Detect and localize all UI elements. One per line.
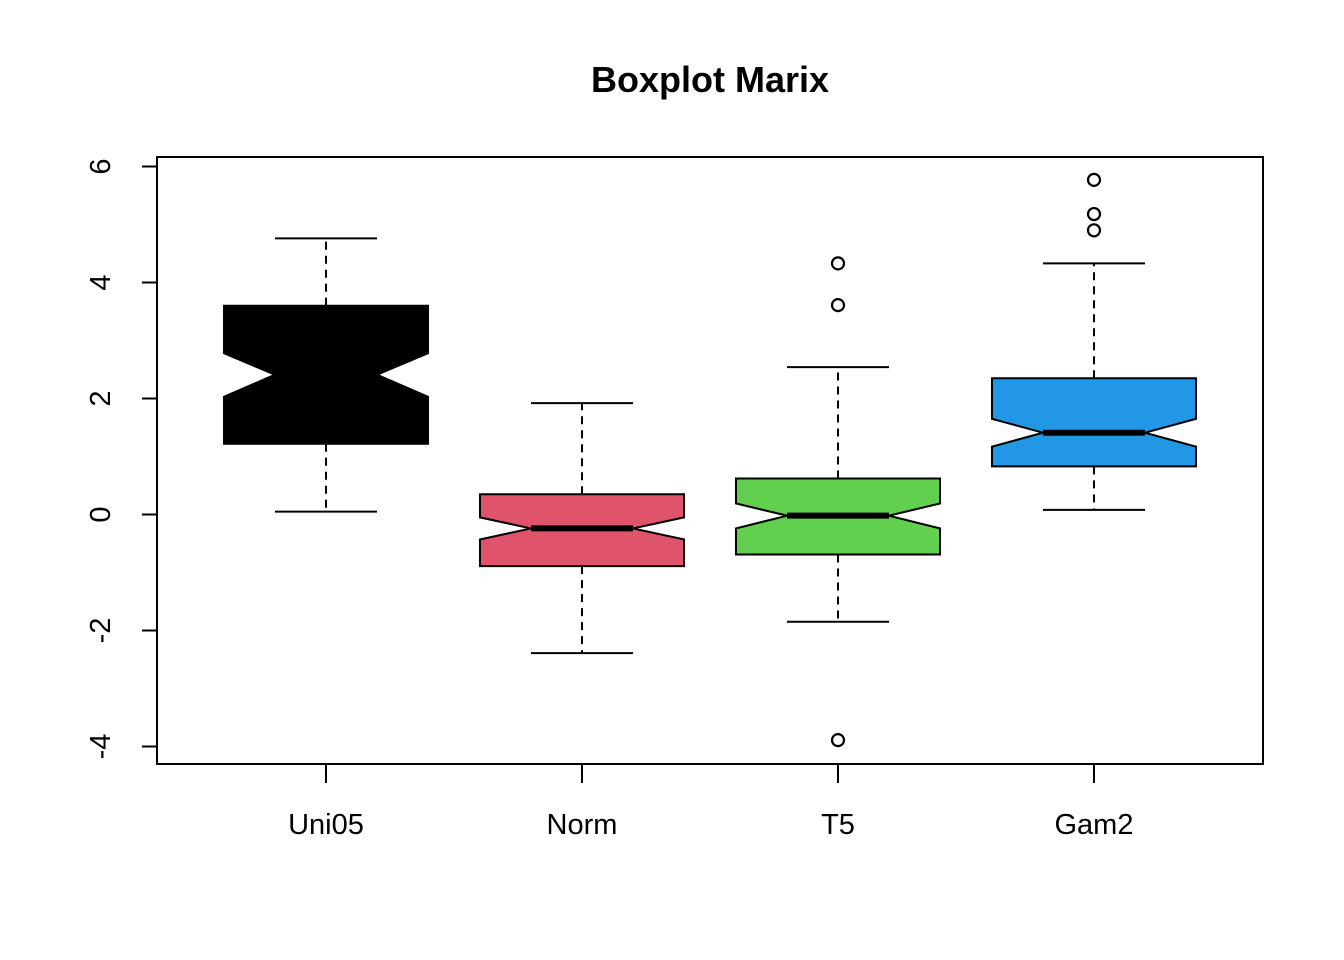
box-uni05 <box>223 237 429 513</box>
x-tick-label: T5 <box>821 809 855 841</box>
x-tick-label: Norm <box>547 809 618 841</box>
axes: -4 -2 0 2 4 6 Uni05 Norm T5 Gam2 <box>85 158 1133 841</box>
box-gam2 <box>991 172 1197 511</box>
y-tick-label: 4 <box>85 274 117 290</box>
chart-title: Boxplot Marix <box>591 59 829 100</box>
outlier-point <box>830 298 846 313</box>
plot-marks <box>223 172 1197 748</box>
box-body <box>991 377 1197 468</box>
outlier-point <box>1086 223 1102 238</box>
x-tick-label: Gam2 <box>1055 809 1134 841</box>
outlier-point <box>1086 172 1102 187</box>
y-tick-label: -4 <box>85 734 117 760</box>
outlier-point <box>830 733 846 748</box>
y-tick-label: 2 <box>85 390 117 406</box>
y-tick-label: -2 <box>85 618 117 644</box>
y-tick-label: 6 <box>85 158 117 174</box>
x-tick-label: Uni05 <box>288 809 364 841</box>
outlier-point <box>830 256 846 271</box>
outlier-point <box>1086 206 1102 222</box>
box-t5 <box>735 256 941 748</box>
y-tick-label: 0 <box>85 506 117 522</box>
box-norm <box>479 402 685 655</box>
